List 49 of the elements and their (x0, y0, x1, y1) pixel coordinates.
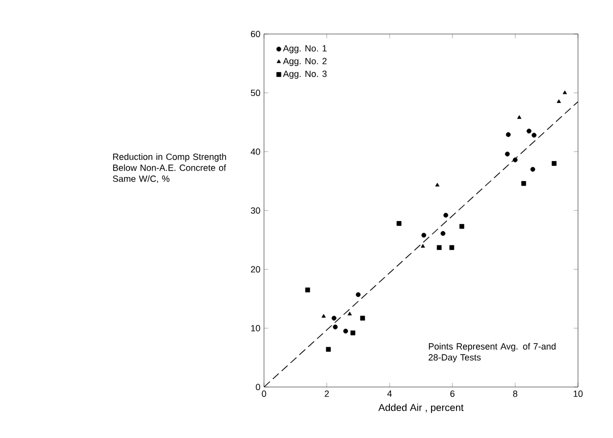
point (440, 231, 446, 236)
point (526, 128, 532, 134)
point (443, 212, 448, 218)
point (562, 90, 567, 94)
point (517, 115, 522, 119)
x-tick-label: 6 (450, 390, 454, 397)
point (512, 158, 518, 162)
point (459, 224, 464, 229)
point (504, 152, 510, 156)
point (396, 221, 402, 226)
point (421, 232, 426, 238)
y-tick-label: 10 (251, 324, 260, 332)
point (332, 316, 336, 321)
point (350, 330, 356, 336)
point (420, 244, 425, 248)
x-tick-label: 4 (387, 390, 392, 397)
point (360, 316, 365, 321)
point (332, 324, 338, 330)
legend-label: Agg. No. 3 (283, 70, 327, 79)
point (532, 132, 536, 138)
y-tick-label: 20 (250, 266, 260, 273)
y-tick-label: 60 (250, 30, 260, 38)
point (326, 346, 331, 352)
point (521, 181, 526, 186)
point (552, 161, 557, 166)
point (343, 328, 348, 334)
point (356, 292, 361, 298)
point (506, 132, 511, 137)
legend-label: Agg. No. 1 (283, 45, 327, 54)
x-tick-label: 8 (513, 390, 518, 397)
point (348, 312, 352, 316)
point (556, 99, 561, 103)
annotation: Points Represent Avg. of 7-and 28-Day Tests (428, 342, 556, 362)
point (435, 182, 440, 186)
y-tick-label: 40 (250, 148, 260, 155)
x-tick-label: 0 (262, 390, 266, 397)
x-tick-label: 10 (574, 390, 583, 397)
legend-label: Agg. No. 2 (283, 58, 327, 66)
y-tick-label: 30 (250, 207, 260, 214)
point (322, 314, 326, 318)
y-axis-title: Reduction in Comp Strength Below Non-A.E. Concrete of Same W/C, % (112, 153, 226, 183)
point (530, 166, 536, 172)
x-tick-label: 2 (324, 390, 329, 397)
point (449, 245, 454, 250)
x-axis-title: Added Air , percent (378, 404, 464, 413)
point (436, 245, 442, 250)
y-tick-label: 50 (250, 90, 260, 96)
y-tick-label: 0 (256, 384, 260, 390)
point (305, 288, 310, 292)
